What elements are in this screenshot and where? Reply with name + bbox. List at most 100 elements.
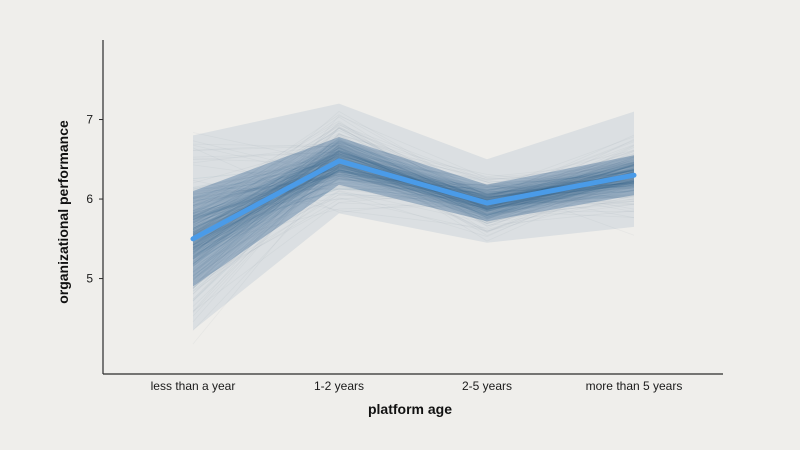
posterior-draw-line — [192, 162, 635, 228]
faint-draw-line — [192, 145, 635, 263]
posterior-draw-line — [192, 142, 635, 232]
posterior-draw-line — [192, 169, 635, 259]
faint-draw-line — [192, 133, 635, 285]
posterior-draw-line — [192, 141, 635, 227]
posterior-draw-line — [192, 155, 635, 230]
faint-draw-line — [192, 162, 635, 209]
y-tick-label: 5 — [86, 272, 93, 286]
posterior-draw-line — [192, 144, 635, 246]
faint-draw-line — [192, 168, 635, 240]
posterior-draw-line — [192, 163, 635, 246]
faint-draw-line — [192, 135, 635, 219]
faint-draw-line — [192, 127, 635, 230]
faint-draw-line — [192, 124, 635, 218]
posterior-draw-line — [192, 152, 635, 255]
posterior-draw-line — [192, 144, 635, 265]
posterior-draw-line — [192, 171, 635, 292]
faint-draw-line — [192, 171, 635, 221]
faint-draw-line — [192, 162, 635, 200]
posterior-draw-line — [192, 166, 635, 255]
faint-draw-line — [192, 163, 635, 229]
posterior-draw-line — [192, 151, 635, 218]
posterior-draw-line — [192, 169, 635, 257]
posterior-draw-line — [192, 169, 635, 214]
posterior-draw-line — [192, 161, 635, 249]
faint-draw-line — [192, 173, 635, 272]
faint-draw-line — [192, 150, 635, 221]
posterior-draw-line — [192, 142, 635, 231]
ticks: 5 6 7 less than a year 1-2 years 2-5 years mor… — [86, 113, 682, 393]
posterior-draw-line — [192, 163, 635, 193]
faint-draw-line — [192, 172, 635, 250]
faint-draw-line — [192, 120, 635, 223]
posterior-draw-line — [192, 164, 635, 221]
posterior-draw-line — [192, 168, 635, 218]
posterior-draw-line — [192, 147, 635, 264]
posterior-draw-line — [192, 171, 635, 221]
faint-draw-line — [192, 190, 635, 279]
posterior-draw-line — [192, 159, 635, 257]
faint-draw-line — [192, 145, 635, 234]
posterior-draw-line — [192, 169, 635, 247]
posterior-draw-line — [192, 138, 635, 234]
posterior-draw-line — [192, 161, 635, 251]
posterior-draw-line — [192, 152, 635, 264]
posterior-draw-line — [192, 165, 635, 265]
faint-draw-line — [192, 133, 635, 290]
faint-draw-line — [192, 144, 635, 200]
faint-draw-line — [192, 149, 635, 259]
faint-draw-line — [192, 123, 635, 230]
faint-draw-line — [192, 169, 635, 280]
posterior-draw-line — [192, 150, 635, 220]
faint-draw-line — [192, 138, 635, 236]
posterior-draw-line — [192, 164, 635, 210]
faint-draw-line — [192, 159, 635, 208]
posterior-draw-line — [192, 170, 635, 216]
faint-draw-line — [192, 145, 635, 283]
faint-draw-line — [192, 127, 635, 281]
posterior-draw-line — [192, 153, 635, 204]
posterior-draw-line — [192, 153, 635, 236]
posterior-draw-line — [192, 173, 635, 256]
y-tick-label: 6 — [86, 192, 93, 206]
faint-draw-line — [192, 110, 635, 238]
faint-draw-line — [192, 151, 635, 302]
faint-draw-line — [192, 150, 635, 222]
posterior-draw-line — [192, 170, 635, 249]
posterior-draw-line — [192, 141, 635, 248]
faint-draw-line — [192, 143, 635, 295]
posterior-draw-line — [192, 171, 635, 237]
posterior-draw-line — [192, 163, 635, 264]
mean-series — [190, 158, 637, 242]
posterior-draw-line — [192, 167, 635, 244]
faint-draw-line — [192, 140, 635, 240]
posterior-draw-line — [192, 153, 635, 236]
faint-draw-line — [192, 124, 635, 238]
faint-draw-line — [192, 127, 635, 266]
uncertainty-band — [193, 103, 634, 331]
faint-draw-line — [192, 154, 635, 232]
faint-draw-line — [192, 151, 635, 227]
faint-draw-line — [192, 141, 635, 213]
posterior-draw-line — [192, 176, 635, 253]
x-tick-label: 1-2 years — [314, 379, 364, 393]
faint-draw-line — [192, 152, 635, 206]
posterior-draw-line — [192, 141, 635, 245]
posterior-draw-line — [192, 161, 635, 251]
faint-draw-line — [192, 155, 635, 262]
mean-line — [190, 158, 637, 242]
posterior-draw-line — [192, 171, 635, 219]
faint-draw-line — [192, 176, 635, 261]
faint-draw-line — [192, 160, 635, 233]
faint-draw-line — [192, 134, 635, 215]
posterior-draw-line — [192, 163, 635, 248]
x-tick-label: less than a year — [151, 379, 236, 393]
posterior-draw-line — [192, 147, 635, 235]
faint-draw-line — [192, 157, 635, 317]
faint-draw-line — [192, 116, 635, 222]
posterior-draw-line — [192, 168, 635, 245]
faint-draw-line — [192, 175, 635, 278]
posterior-draw-line — [192, 165, 635, 257]
posterior-draw-line — [192, 169, 635, 237]
posterior-draw-line — [192, 143, 635, 265]
